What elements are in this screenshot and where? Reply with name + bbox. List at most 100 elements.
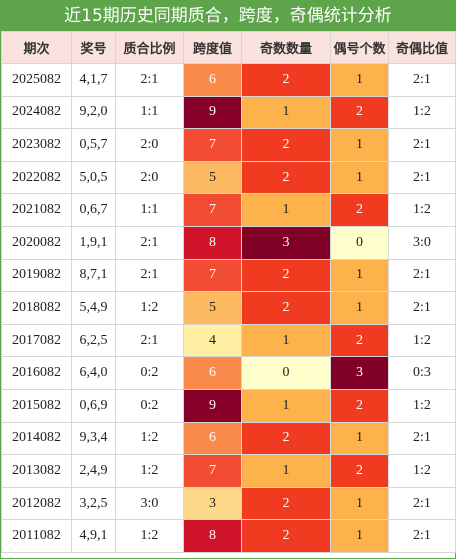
- table-row: 2011082 4,9,1 1:2 8 2 1 2:1: [1, 519, 456, 553]
- cell-odd-even-ratio: 2:1: [388, 128, 456, 162]
- cell-even-count: 2: [330, 454, 389, 488]
- cell-prime-ratio: 1:1: [115, 193, 184, 227]
- cell-period: 2022082: [1, 160, 72, 195]
- cell-numbers: 8,7,1: [71, 258, 116, 293]
- table-row: 2015082 0,6,9 0:2 9 1 2 1:2: [1, 388, 456, 423]
- cell-prime-ratio: 2:1: [115, 258, 184, 293]
- cell-numbers: 9,3,4: [71, 421, 116, 456]
- cell-prime-ratio: 0:2: [115, 388, 184, 423]
- table-row: 2023082 0,5,7 2:0 7 2 1 2:1: [1, 128, 456, 162]
- table-row: 2021082 0,6,7 1:1 7 1 2 1:2: [1, 193, 456, 227]
- cell-prime-ratio: 3:0: [115, 486, 184, 521]
- cell-period: 2015082: [1, 388, 72, 423]
- table-row: 2020082 1,9,1 2:1 8 3 0 3:0: [1, 225, 456, 260]
- cell-numbers: 5,0,5: [71, 160, 116, 195]
- cell-span: 4: [183, 323, 242, 358]
- cell-odd-count: 2: [241, 258, 331, 293]
- cell-odd-even-ratio: 2:1: [388, 291, 456, 325]
- cell-odd-even-ratio: 2:1: [388, 486, 456, 521]
- cell-numbers: 2,4,9: [71, 454, 116, 488]
- table-row: 2016082 6,4,0 0:2 6 0 3 0:3: [1, 356, 456, 390]
- table-row: 2017082 6,2,5 2:1 4 1 2 1:2: [1, 323, 456, 358]
- cell-period: 2018082: [1, 291, 72, 325]
- cell-odd-count: 0: [241, 356, 331, 390]
- cell-span: 7: [183, 454, 242, 488]
- cell-odd-even-ratio: 1:2: [388, 454, 456, 488]
- cell-odd-count: 2: [241, 421, 331, 456]
- cell-odd-count: 3: [241, 225, 331, 260]
- cell-odd-count: 1: [241, 454, 331, 488]
- cell-odd-count: 1: [241, 95, 331, 130]
- cell-even-count: 1: [330, 421, 389, 456]
- cell-period: 2011082: [1, 519, 72, 553]
- cell-odd-even-ratio: 2:1: [388, 63, 456, 97]
- cell-period: 2017082: [1, 323, 72, 358]
- cell-even-count: 2: [330, 193, 389, 227]
- header-odd-count: 奇数数量: [241, 31, 331, 64]
- cell-span: 9: [183, 95, 242, 130]
- cell-numbers: 4,9,1: [71, 519, 116, 553]
- cell-prime-ratio: 1:2: [115, 291, 184, 325]
- cell-odd-count: 2: [241, 160, 331, 195]
- cell-span: 9: [183, 388, 242, 423]
- cell-prime-ratio: 0:2: [115, 356, 184, 390]
- cell-period: 2012082: [1, 486, 72, 521]
- cell-odd-even-ratio: 0:3: [388, 356, 456, 390]
- cell-odd-count: 2: [241, 519, 331, 553]
- cell-span: 7: [183, 258, 242, 293]
- table-row: 2012082 3,2,5 3:0 3 2 1 2:1: [1, 486, 456, 521]
- cell-odd-count: 1: [241, 193, 331, 227]
- cell-prime-ratio: 2:0: [115, 128, 184, 162]
- cell-odd-count: 1: [241, 323, 331, 358]
- cell-period: 2020082: [1, 225, 72, 260]
- cell-prime-ratio: 2:1: [115, 63, 184, 97]
- cell-even-count: 0: [330, 225, 389, 260]
- cell-span: 8: [183, 225, 242, 260]
- header-prime-ratio: 质合比例: [115, 31, 184, 64]
- cell-numbers: 5,4,9: [71, 291, 116, 325]
- cell-span: 8: [183, 519, 242, 553]
- table-row: 2013082 2,4,9 1:2 7 1 2 1:2: [1, 454, 456, 488]
- cell-prime-ratio: 1:2: [115, 519, 184, 553]
- cell-span: 6: [183, 63, 242, 97]
- cell-even-count: 1: [330, 291, 389, 325]
- cell-odd-even-ratio: 2:1: [388, 258, 456, 293]
- cell-span: 6: [183, 356, 242, 390]
- cell-even-count: 1: [330, 486, 389, 521]
- table-row: 2022082 5,0,5 2:0 5 2 1 2:1: [1, 160, 456, 195]
- cell-period: 2025082: [1, 63, 72, 97]
- header-odd-even-ratio: 奇偶比值: [388, 31, 456, 64]
- cell-odd-count: 2: [241, 63, 331, 97]
- cell-prime-ratio: 1:2: [115, 421, 184, 456]
- cell-odd-even-ratio: 1:2: [388, 323, 456, 358]
- cell-even-count: 1: [330, 258, 389, 293]
- cell-even-count: 3: [330, 356, 389, 390]
- cell-odd-even-ratio: 3:0: [388, 225, 456, 260]
- table-row: 2014082 9,3,4 1:2 6 2 1 2:1: [1, 421, 456, 456]
- cell-odd-count: 2: [241, 291, 331, 325]
- panel-title: 近15期历史同期质合，跨度，奇偶统计分析: [1, 1, 455, 31]
- cell-even-count: 1: [330, 160, 389, 195]
- cell-even-count: 2: [330, 95, 389, 130]
- table-row: 2024082 9,2,0 1:1 9 1 2 1:2: [1, 95, 456, 130]
- cell-even-count: 1: [330, 63, 389, 97]
- cell-even-count: 2: [330, 388, 389, 423]
- cell-even-count: 1: [330, 128, 389, 162]
- cell-numbers: 9,2,0: [71, 95, 116, 130]
- cell-odd-even-ratio: 2:1: [388, 160, 456, 195]
- cell-odd-even-ratio: 2:1: [388, 519, 456, 553]
- cell-odd-count: 1: [241, 388, 331, 423]
- cell-period: 2023082: [1, 128, 72, 162]
- cell-odd-count: 2: [241, 128, 331, 162]
- cell-numbers: 4,1,7: [71, 63, 116, 97]
- cell-span: 5: [183, 160, 242, 195]
- cell-odd-even-ratio: 1:2: [388, 388, 456, 423]
- cell-numbers: 0,6,9: [71, 388, 116, 423]
- stats-table: 期次 奖号 质合比例 跨度值 奇数数量 偶号个数 奇偶比值 2025082 4,1…: [1, 31, 456, 553]
- cell-span: 6: [183, 421, 242, 456]
- cell-numbers: 0,6,7: [71, 193, 116, 227]
- cell-period: 2013082: [1, 454, 72, 488]
- table-body: 2025082 4,1,7 2:1 6 2 1 2:1 2024082 9,2,0 1:1 9 1 2 1…: [1, 63, 456, 553]
- cell-period: 2024082: [1, 95, 72, 130]
